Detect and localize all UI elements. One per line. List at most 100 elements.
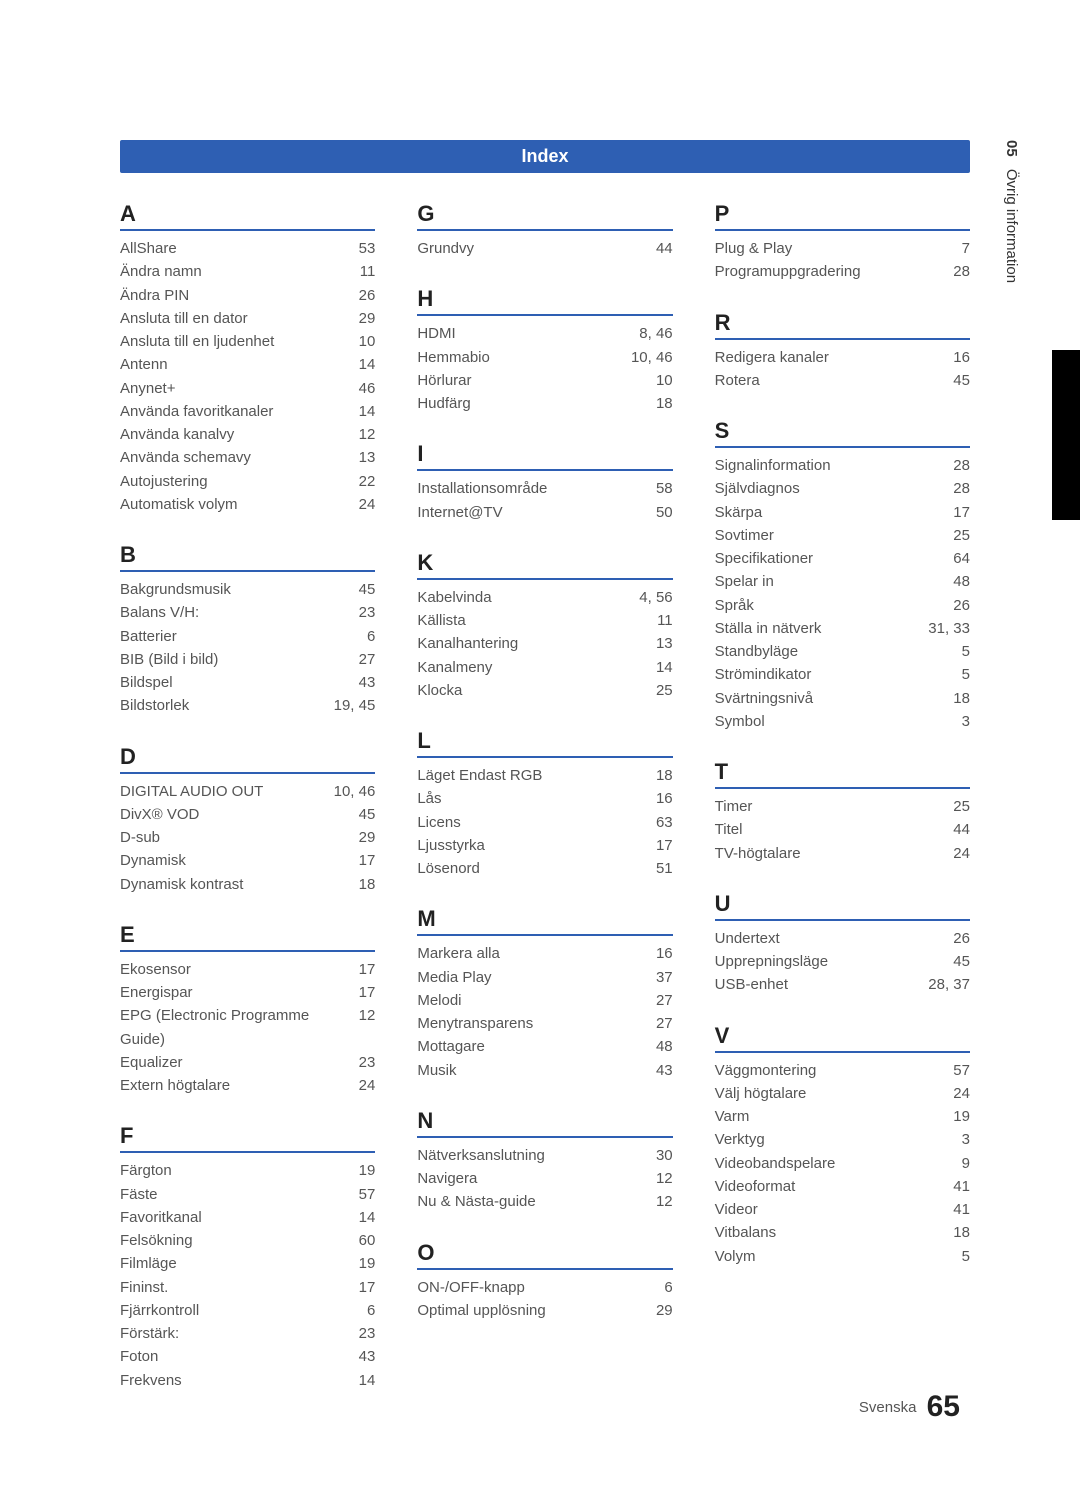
index-term: Autojustering	[120, 470, 359, 493]
index-page: 3	[962, 1128, 970, 1151]
index-term: Spelar in	[715, 570, 954, 593]
index-page: 44	[953, 818, 970, 841]
index-page: 28	[953, 260, 970, 283]
index-section: AAllShare53Ändra namn11Ändra PIN26Anslut…	[120, 201, 375, 516]
index-term: Installationsområde	[417, 477, 656, 500]
index-entry: Melodi27	[417, 989, 672, 1012]
index-letter: V	[715, 1023, 970, 1051]
index-letter: P	[715, 201, 970, 229]
index-column-1: AAllShare53Ändra namn11Ändra PIN26Anslut…	[120, 201, 375, 1418]
index-term: Hudfärg	[417, 392, 656, 415]
index-page: 14	[359, 353, 376, 376]
index-term: Standbyläge	[715, 640, 962, 663]
footer-language: Svenska	[859, 1399, 917, 1416]
index-term: Antenn	[120, 353, 359, 376]
index-term: Energispar	[120, 981, 359, 1004]
index-page: 43	[359, 671, 376, 694]
index-page: 18	[656, 392, 673, 415]
index-entry: Antenn14	[120, 353, 375, 376]
index-entry: Internet@TV50	[417, 501, 672, 524]
index-term: Använda schemavy	[120, 446, 359, 469]
index-term: Undertext	[715, 927, 954, 950]
index-entry: HDMI8, 46	[417, 322, 672, 345]
index-letter: I	[417, 441, 672, 469]
index-entry: Upprepningsläge45	[715, 950, 970, 973]
index-page: 23	[359, 601, 376, 624]
index-entry: Dynamisk17	[120, 849, 375, 872]
index-page: 10, 46	[631, 346, 673, 369]
index-term: Videor	[715, 1198, 954, 1221]
index-entry: Symbol3	[715, 710, 970, 733]
index-page: 57	[359, 1183, 376, 1206]
index-entry: Equalizer23	[120, 1051, 375, 1074]
index-letter: E	[120, 922, 375, 950]
index-section: HHDMI8, 46Hemmabio10, 46Hörlurar10Hudfär…	[417, 286, 672, 415]
index-entry: DivX® VOD45	[120, 803, 375, 826]
index-letter: A	[120, 201, 375, 229]
index-page: 11	[360, 260, 376, 283]
index-page: 63	[656, 811, 673, 834]
index-term: Signalinformation	[715, 454, 954, 477]
index-entry: Markera alla16	[417, 942, 672, 965]
index-term: Självdiagnos	[715, 477, 954, 500]
section-underline	[120, 950, 375, 952]
index-page: 45	[953, 950, 970, 973]
index-entry: Använda schemavy13	[120, 446, 375, 469]
index-term: Ändra namn	[120, 260, 360, 283]
index-page: 28	[953, 454, 970, 477]
index-page: 13	[359, 446, 376, 469]
index-term: Extern högtalare	[120, 1074, 359, 1097]
index-page: 16	[656, 787, 673, 810]
index-term: Redigera kanaler	[715, 346, 954, 369]
index-term: Volym	[715, 1245, 962, 1268]
index-entry: Fjärrkontroll6	[120, 1299, 375, 1322]
index-page: 17	[656, 834, 673, 857]
index-column-2: GGrundvy44HHDMI8, 46Hemmabio10, 46Hörlur…	[417, 201, 672, 1418]
index-term: Strömindikator	[715, 663, 962, 686]
index-entry: TV-högtalare24	[715, 842, 970, 865]
index-entry: Förstärk:23	[120, 1322, 375, 1345]
index-entry: Lås16	[417, 787, 672, 810]
index-page: 23	[359, 1051, 376, 1074]
index-page: 46	[359, 377, 376, 400]
index-letter: T	[715, 759, 970, 787]
index-term: USB-enhet	[715, 973, 929, 996]
index-section: MMarkera alla16Media Play37Melodi27Menyt…	[417, 906, 672, 1082]
index-letter: R	[715, 310, 970, 338]
index-page: 18	[953, 687, 970, 710]
index-term: Hemmabio	[417, 346, 631, 369]
index-page: 13	[656, 632, 673, 655]
index-term: Timer	[715, 795, 954, 818]
index-section: NNätverksanslutning30Navigera12Nu & Näst…	[417, 1108, 672, 1214]
index-page: 41	[953, 1175, 970, 1198]
index-entry: Välj högtalare24	[715, 1082, 970, 1105]
page: 05 Övrig information Index AAllShare53Än…	[0, 0, 1080, 1494]
index-page: 31, 33	[928, 617, 970, 640]
index-term: Språk	[715, 594, 954, 617]
index-page: 16	[953, 346, 970, 369]
index-entry: Navigera12	[417, 1167, 672, 1190]
index-page: 27	[359, 648, 376, 671]
index-term: Hörlurar	[417, 369, 656, 392]
index-section: T Timer25Titel44TV-högtalare24	[715, 759, 970, 865]
index-entry: Titel44	[715, 818, 970, 841]
index-entry: D-sub29	[120, 826, 375, 849]
index-entry: Hemmabio10, 46	[417, 346, 672, 369]
page-footer: Svenska 65	[859, 1390, 960, 1424]
index-term: Kanalhantering	[417, 632, 656, 655]
index-page: 19	[953, 1105, 970, 1128]
index-section: OON-/OFF-knapp6Optimal upplösning29	[417, 1240, 672, 1323]
index-term: Klocka	[417, 679, 656, 702]
index-page: 26	[359, 284, 376, 307]
index-letter: N	[417, 1108, 672, 1136]
index-entry: Energispar17	[120, 981, 375, 1004]
footer-page-number: 65	[927, 1390, 960, 1423]
index-page: 17	[953, 501, 970, 524]
index-entry: Timer25	[715, 795, 970, 818]
section-underline	[715, 919, 970, 921]
index-term: Upprepningsläge	[715, 950, 954, 973]
index-entry: Balans V/H:23	[120, 601, 375, 624]
index-term: Menytransparens	[417, 1012, 656, 1035]
index-term: Internet@TV	[417, 501, 656, 524]
index-letter: G	[417, 201, 672, 229]
